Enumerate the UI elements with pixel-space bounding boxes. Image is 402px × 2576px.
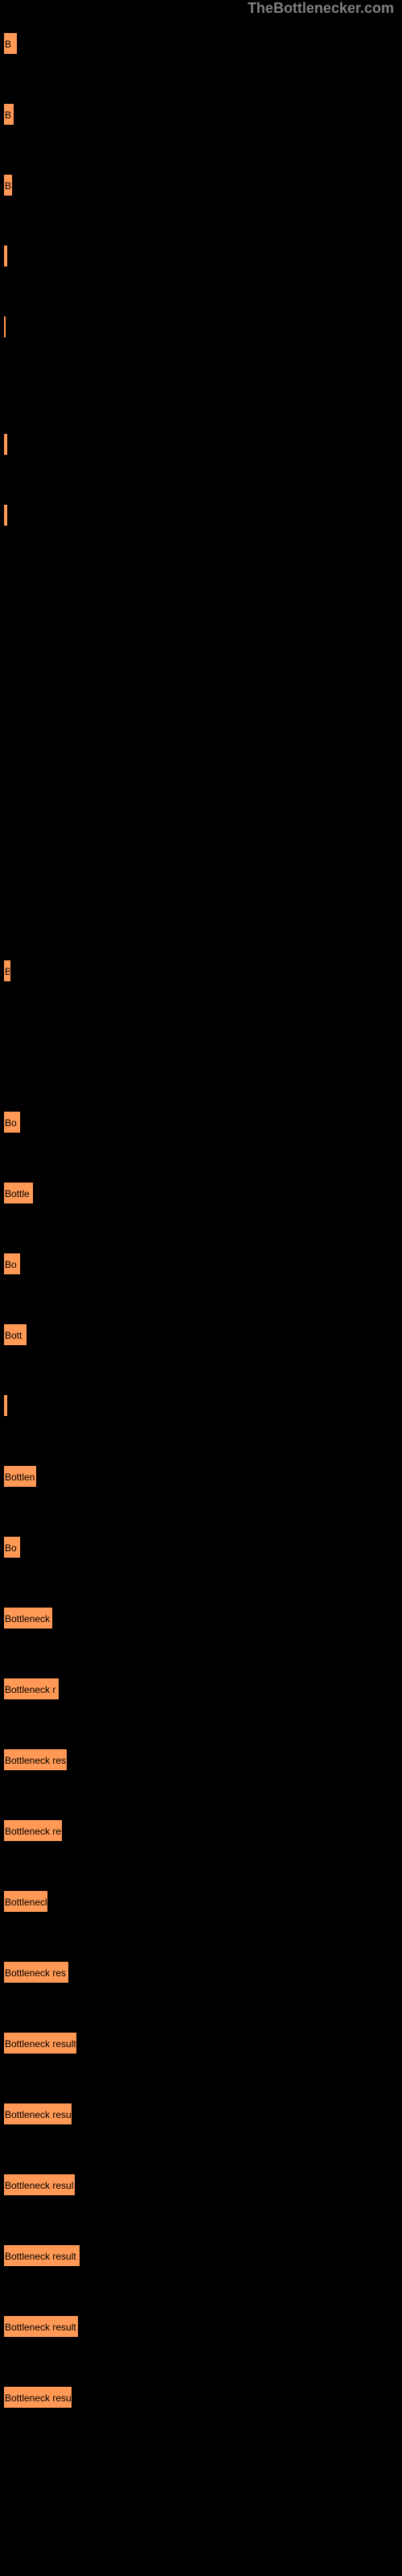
bar-row: B — [3, 32, 402, 56]
bar-row: Bottleneck r — [3, 1678, 402, 1702]
bar-row: Bo — [3, 1253, 402, 1277]
bar-row: Bo — [3, 1111, 402, 1135]
bar-label: B — [5, 180, 11, 192]
bar-label: B — [5, 39, 16, 50]
bar-row: Bottleneck res — [3, 1961, 402, 1985]
bar-label: Bottleneck res — [5, 1967, 68, 1979]
bar-row — [3, 504, 402, 528]
bar — [3, 316, 6, 338]
bar-row: Bottleneck result — [3, 2315, 402, 2339]
bar-label: Bottle — [5, 1188, 32, 1199]
bar-label: Bottleneck resu — [5, 2392, 71, 2404]
bar-row: Bottleneck resu — [3, 2103, 402, 2127]
bar-row: B — [3, 960, 402, 984]
bar-label: Bottleneck res — [5, 1755, 66, 1766]
bar-label: B — [5, 109, 13, 121]
bar-row: Bottleneck — [3, 1890, 402, 1914]
bar-chart: B B B.. B Bo Bottle Bo Bott Bottlen Bo Bottleneck B… — [0, 0, 402, 2410]
bar-row: B — [3, 174, 402, 198]
bar-label: Bottleneck — [5, 1897, 47, 1908]
bar-row: Bott — [3, 1323, 402, 1348]
axis-tick: . — [3, 386, 402, 401]
bar-row: Bottle — [3, 1182, 402, 1206]
bar-label: Bo — [5, 1117, 19, 1129]
bar-row — [3, 245, 402, 269]
bar-row: B — [3, 103, 402, 127]
axis-tick: . — [3, 575, 402, 589]
bar-label: Bo — [5, 1259, 19, 1270]
bar-row: Bottleneck resu — [3, 2386, 402, 2410]
chart-gap — [3, 621, 402, 960]
bar-row — [3, 1394, 402, 1418]
bar-label: Bottleneck re — [5, 1826, 61, 1837]
bar-label: Bottleneck result — [5, 2322, 77, 2333]
bar — [3, 504, 8, 526]
bar — [3, 433, 8, 456]
bar-label: Bottleneck result — [5, 2251, 79, 2262]
bar-label: Bottleneck result — [5, 2038, 76, 2050]
bar-row: Bottlen — [3, 1465, 402, 1489]
bar-label: B — [5, 966, 10, 977]
bar-label: Bottleneck resu — [5, 2109, 71, 2120]
bar-label: Bott — [5, 1330, 26, 1341]
bar-row — [3, 316, 402, 340]
bar-row: Bottleneck — [3, 1607, 402, 1631]
bar-row: Bottleneck re — [3, 1819, 402, 1843]
bar-row: Bottleneck result — [3, 2244, 402, 2268]
bar-row: Bo — [3, 1536, 402, 1560]
bar-row: Bottleneck result — [3, 2032, 402, 2056]
bar-label: Bottlen — [5, 1472, 35, 1483]
bar-row: Bottleneck resul — [3, 2174, 402, 2198]
bar-label: Bottleneck — [5, 1613, 51, 1624]
bar — [3, 1394, 8, 1417]
bar — [3, 245, 8, 267]
bar-row: Bottleneck res — [3, 1748, 402, 1773]
bar-label: Bottleneck resul — [5, 2180, 74, 2191]
chart-gap — [3, 1030, 402, 1111]
bar-row — [3, 433, 402, 457]
bar-label: Bottleneck r — [5, 1684, 58, 1695]
bar-label: Bo — [5, 1542, 19, 1554]
